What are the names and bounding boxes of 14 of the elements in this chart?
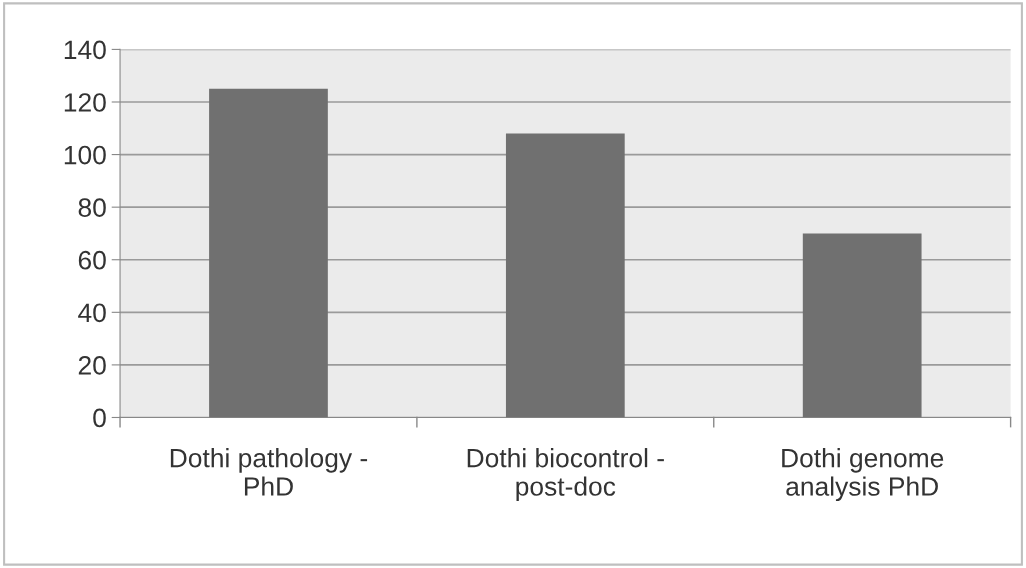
y-tick-label: 0 — [93, 408, 106, 428]
y-tick-label: 100 — [64, 145, 106, 165]
y-tick-label: 40 — [78, 303, 106, 323]
y-tick-label: 80 — [78, 198, 106, 217]
y-tick-label: 140 — [64, 40, 106, 60]
bar — [802, 233, 922, 418]
x-tick-label: Dothi genome analysis PhD — [782, 448, 944, 502]
bar — [505, 133, 625, 418]
bar — [209, 88, 328, 418]
y-tick-label: 60 — [78, 250, 106, 270]
y-tick-label: 20 — [78, 356, 106, 375]
x-tick-label: Dothi pathology - PhD — [170, 448, 368, 496]
x-tick-label: Dothi biocontrol - post-doc — [467, 448, 664, 502]
y-tick-label: 120 — [64, 93, 106, 112]
